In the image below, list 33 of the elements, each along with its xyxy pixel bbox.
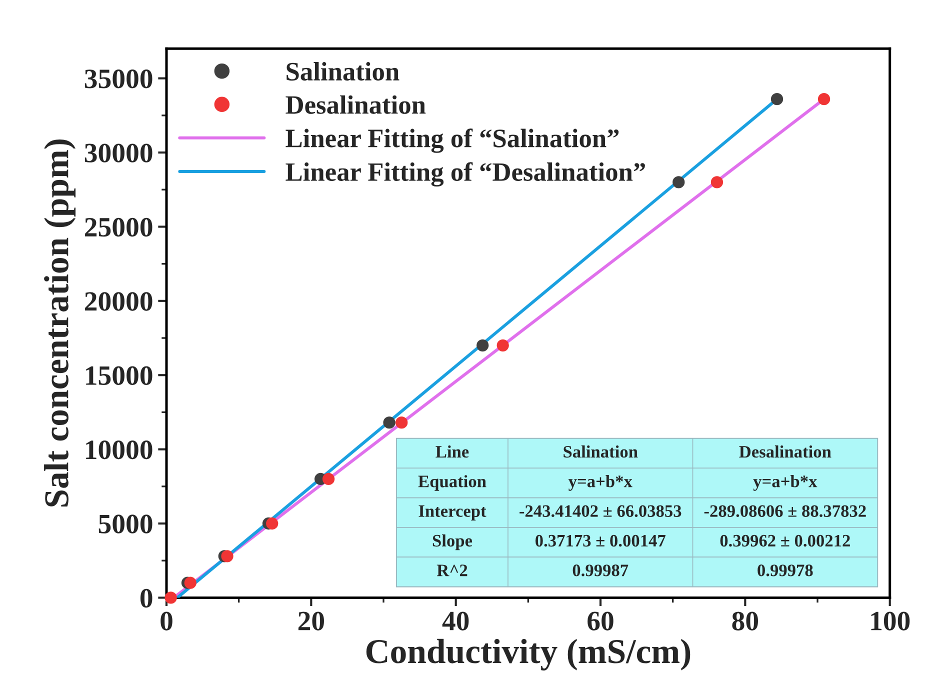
point — [770, 93, 784, 106]
y-tick-label: 25000 — [85, 218, 152, 237]
point — [672, 176, 685, 188]
x-axis-title: Conductivity (mS/cm) — [366, 638, 690, 670]
legend-label: Desalination — [286, 95, 426, 114]
y-tick-label: 20000 — [85, 292, 152, 311]
point — [164, 592, 177, 604]
point — [476, 339, 489, 352]
y-tick-label: 5000 — [98, 514, 152, 534]
x-tick-label: 20 — [298, 612, 324, 630]
y-tick-label: 0 — [140, 588, 152, 608]
legend-label: Linear Fitting of “Desalination” — [286, 162, 645, 187]
y-axis-title: Salt concentration (ppm) — [44, 140, 76, 506]
x-tick-label: 80 — [732, 612, 758, 630]
x-tick-label: 100 — [871, 612, 910, 630]
legend-label: Salination — [286, 62, 400, 81]
point — [322, 472, 335, 486]
x-tick-label: 0 — [160, 612, 172, 630]
y-tick-label: 10000 — [86, 440, 152, 460]
point — [710, 176, 724, 188]
y-tick-label: 15000 — [86, 366, 152, 386]
point — [396, 416, 408, 429]
legend-label: Linear Fitting of “Salination” — [286, 128, 619, 153]
point — [184, 576, 196, 589]
y-tick-label: 35000 — [84, 69, 152, 88]
point — [818, 93, 830, 106]
x-tick-label: 60 — [588, 612, 614, 630]
point — [266, 517, 278, 530]
point — [221, 550, 234, 562]
x-tick-label: 40 — [442, 612, 469, 630]
point — [383, 416, 396, 429]
y-tick-label: 30000 — [84, 144, 152, 162]
point — [496, 339, 509, 352]
